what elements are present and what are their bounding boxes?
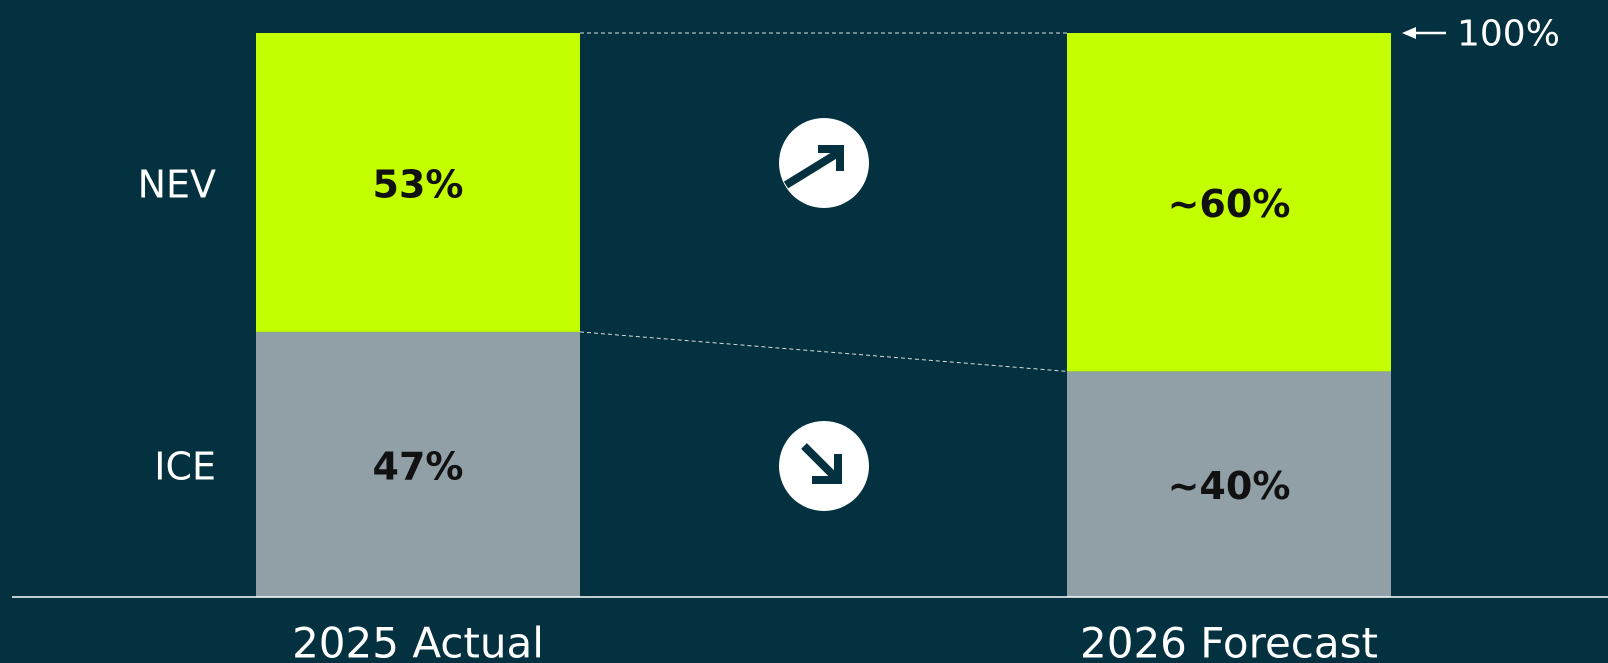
bar-nev-2026-forecast — [1067, 33, 1391, 372]
connector-line-split — [579, 331, 1068, 372]
reference-arrowhead — [1402, 27, 1416, 39]
series-label-ice: ICE — [154, 444, 216, 488]
data-label-nev-2025-actual: 53% — [373, 162, 464, 206]
reference-label-100: 100% — [1457, 14, 1560, 55]
arrow-up-right-icon — [779, 118, 869, 208]
data-label-ice-2026-forecast: ~40% — [1168, 464, 1291, 508]
arrow-down-right-icon — [779, 421, 869, 511]
bar-ice-2026-forecast — [1067, 371, 1391, 597]
data-label-ice-2025-actual: 47% — [373, 444, 464, 488]
bar-nev-2025-actual — [256, 33, 580, 332]
x-tick-label-2025-actual: 2025 Actual — [292, 619, 544, 663]
reference-100-marker: 100% — [1402, 14, 1560, 55]
series-label-nev: NEV — [138, 162, 216, 206]
data-label-nev-2026-forecast: ~60% — [1168, 182, 1291, 226]
x-tick-label-2026-forecast: 2026 Forecast — [1080, 619, 1378, 663]
bar-ice-2025-actual — [256, 331, 580, 597]
